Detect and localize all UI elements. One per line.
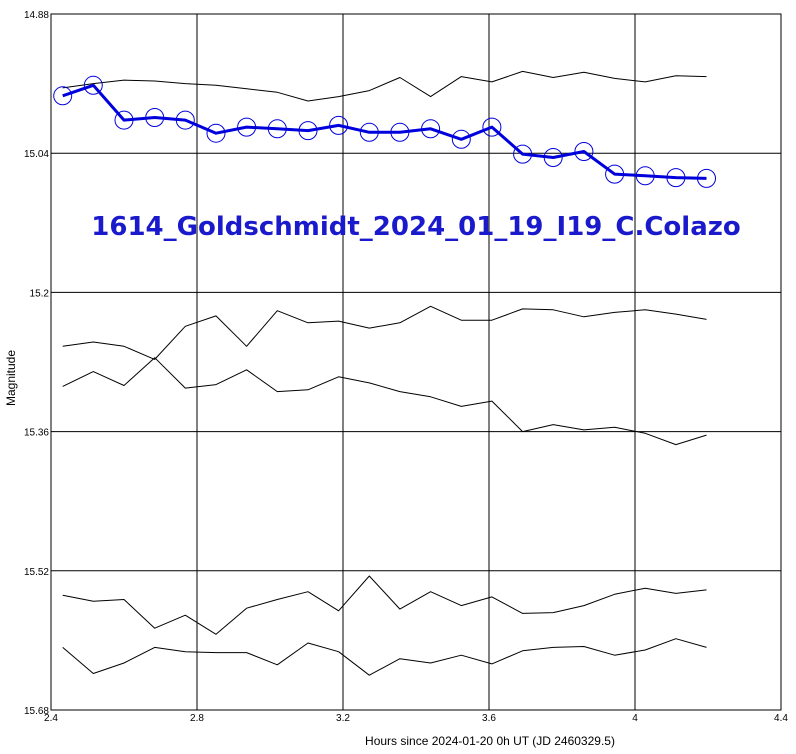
data-point-marker <box>175 110 195 130</box>
x-tick-label: 2.4 <box>44 713 58 724</box>
data-point-marker <box>359 122 379 142</box>
comparison-series-line <box>62 305 707 360</box>
data-point-marker <box>666 168 686 188</box>
y-tick-label: 15.36 <box>24 428 49 439</box>
data-point-marker <box>697 168 716 188</box>
target-series-line <box>62 83 707 180</box>
comparison-series-line <box>62 70 707 102</box>
data-point-marker <box>635 166 655 186</box>
y-tick-label: 15.04 <box>24 149 49 160</box>
data-point-marker <box>605 164 625 184</box>
x-tick-label: 4 <box>632 713 638 724</box>
data-point-marker <box>145 108 165 127</box>
data-point-marker <box>206 123 226 143</box>
data-point-marker <box>543 148 563 167</box>
comparison-series-line <box>62 575 707 635</box>
comparison-series-line <box>62 357 707 446</box>
y-tick-label: 15.2 <box>30 288 50 299</box>
y-axis-label: Magnitude <box>4 350 18 406</box>
data-point-marker <box>513 144 533 164</box>
data-point-marker <box>451 129 471 149</box>
data-point-marker <box>53 86 73 106</box>
data-point-marker <box>390 122 410 142</box>
plot-frame <box>50 13 782 711</box>
x-tick-label: 2.8 <box>190 713 204 724</box>
x-tick-label: 4.4 <box>774 713 788 724</box>
data-point-marker <box>267 119 287 139</box>
grid-lines <box>51 14 781 710</box>
y-tick-labels: 14.88 15.04 15.2 15.36 15.52 15.68 <box>24 10 49 717</box>
x-axis-label: Hours since 2024-01-20 0h UT (JD 2460329… <box>365 734 615 748</box>
x-tick-label: 3.2 <box>336 713 350 724</box>
data-point-marker <box>298 121 318 141</box>
x-tick-labels: 2.4 2.8 3.2 3.6 4 4.4 <box>44 713 788 724</box>
y-tick-label: 14.88 <box>24 10 49 21</box>
data-point-marker <box>237 117 257 137</box>
data-point-marker <box>482 117 502 137</box>
data-point-marker <box>114 110 134 130</box>
comparison-series-line <box>62 638 707 676</box>
data-point-marker <box>421 119 441 139</box>
y-tick-label: 15.52 <box>24 567 49 578</box>
chart-title: 1614_Goldschmidt_2024_01_19_I19_C.Colazo <box>91 212 740 242</box>
data-point-marker <box>329 115 349 135</box>
series-layer <box>53 70 716 676</box>
data-point-marker <box>574 142 594 161</box>
data-point-marker <box>83 75 103 95</box>
y-tick-label: 15.68 <box>24 706 49 717</box>
x-tick-label: 3.6 <box>482 713 496 724</box>
